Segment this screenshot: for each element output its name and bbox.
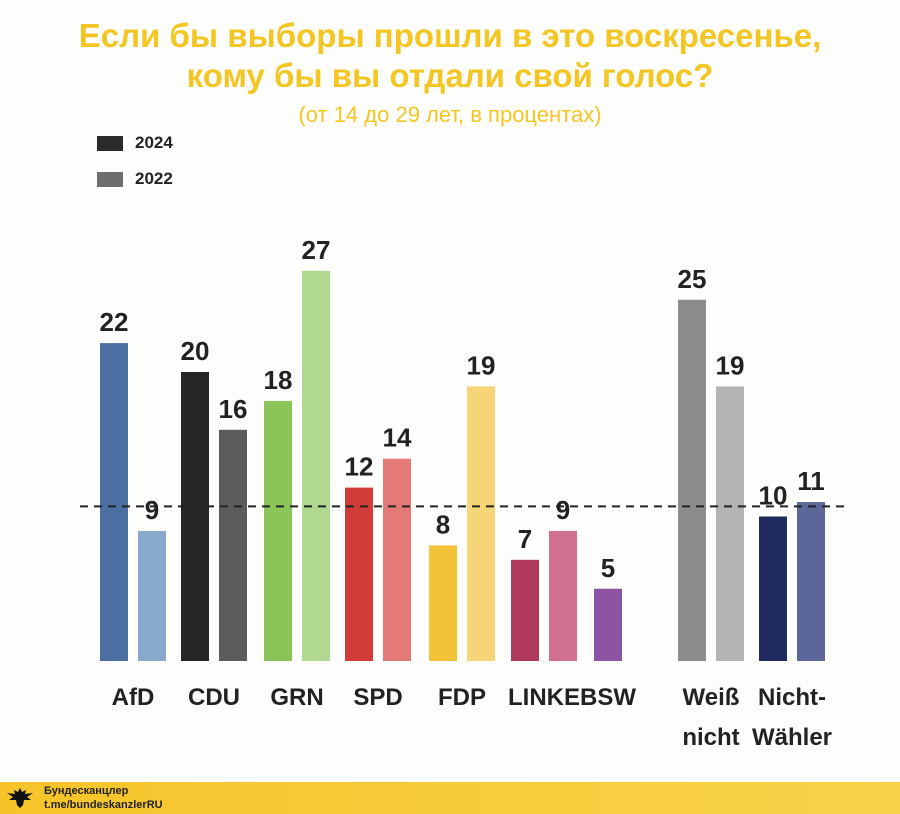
bar-grn-2022: [302, 270, 330, 661]
category-label-fdp: FDP: [438, 684, 486, 711]
data-label-afd-2024: 22: [100, 307, 129, 337]
data-label-weinicht-2022: 19: [716, 350, 745, 380]
data-label-afd-2022: 9: [145, 495, 159, 525]
chart-subtitle: (от 14 до 29 лет, в процентах): [298, 102, 602, 127]
data-label-grn-2022: 27: [302, 235, 331, 265]
bar-afd-2024: [100, 343, 128, 661]
bar-spd-2022: [383, 458, 411, 661]
eagle-icon: [7, 788, 33, 808]
bar-fdp-2022: [467, 386, 495, 661]
bar-fdp-2024: [429, 545, 457, 661]
category-label-afd: AfD: [112, 684, 155, 711]
category-label-nichtwhler-line2: Wähler: [752, 724, 832, 751]
data-label-linke-2024: 7: [518, 524, 532, 554]
legend-label-2024: 2024: [135, 133, 173, 152]
legend-item-2022: 2022: [97, 169, 173, 189]
category-label-bsw: BSW: [580, 684, 636, 711]
bar-nichtwhler-2024: [759, 516, 787, 661]
bar-cdu-2022: [219, 429, 247, 661]
category-label-spd: SPD: [353, 684, 402, 711]
data-label-linke-2022: 9: [556, 495, 570, 525]
data-label-spd-2024: 12: [345, 452, 374, 482]
bar-linke-2024: [511, 559, 539, 661]
footer-bar: Бундесканцлер t.me/bundeskanzlerRU: [0, 782, 900, 814]
category-label-grn: GRN: [270, 684, 323, 711]
bar-weinicht-2022: [716, 386, 744, 661]
data-label-nichtwhler-2022: 11: [797, 466, 825, 496]
chart-title-line-1: Если бы выборы прошли в это воскресенье,: [78, 17, 822, 54]
data-label-weinicht-2024: 25: [678, 264, 707, 294]
legend-swatch-2024: [97, 135, 123, 151]
category-label-linke: LINKE: [508, 684, 580, 711]
category-label-weinicht: Weiß: [683, 684, 740, 711]
data-label-bsw-2024: 5: [601, 553, 615, 583]
data-label-cdu-2022: 16: [219, 394, 248, 424]
data-label-cdu-2024: 20: [181, 336, 210, 366]
data-label-fdp-2024: 8: [436, 509, 450, 539]
bar-bsw-2024: [594, 588, 622, 661]
data-label-fdp-2022: 19: [467, 350, 496, 380]
bar-grn-2024: [264, 400, 292, 661]
data-label-spd-2022: 14: [383, 423, 412, 453]
chart-title-line-2: кому бы вы отдали свой голос?: [186, 57, 714, 94]
bar-weinicht-2024: [678, 299, 706, 661]
footer-channel-name: Бундесканцлер: [44, 785, 129, 797]
bar-chart: 229AfD2016CDU1827GRN1214SPD819FDP79LINKE…: [80, 235, 850, 751]
category-label-weinicht-line2: nicht: [682, 724, 739, 751]
data-label-grn-2024: 18: [264, 365, 293, 395]
bar-spd-2024: [345, 487, 373, 661]
footer-channel-link[interactable]: t.me/bundeskanzlerRU: [44, 799, 163, 811]
legend-item-2024: 2024: [97, 133, 173, 153]
bar-afd-2022: [138, 530, 166, 661]
bar-cdu-2024: [181, 372, 209, 661]
category-label-nichtwhler: Nicht-: [758, 684, 826, 711]
legend-label-2022: 2022: [135, 169, 173, 188]
bar-linke-2022: [549, 530, 577, 661]
bar-nichtwhler-2022: [797, 502, 825, 661]
category-label-cdu: CDU: [188, 684, 240, 711]
legend-swatch-2022: [97, 171, 123, 187]
